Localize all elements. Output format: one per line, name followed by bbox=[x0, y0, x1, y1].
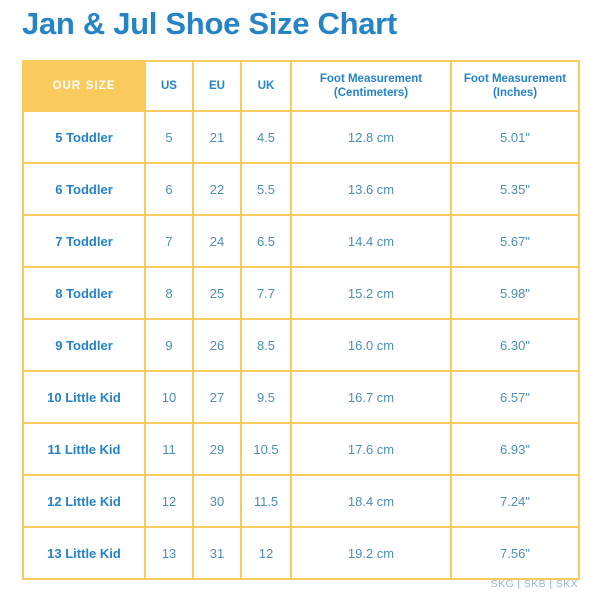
cell-foot-cm: 19.2 cm bbox=[290, 526, 452, 580]
cell-us: 7 bbox=[144, 214, 194, 268]
shoe-size-chart-table: OUR SIZE US EU UK Foot Measurement (Cent… bbox=[22, 60, 580, 580]
cell-foot-inches: 5.98" bbox=[450, 266, 580, 320]
cell-eu: 26 bbox=[192, 318, 242, 372]
cell-our-size: 9 Toddler bbox=[22, 318, 146, 372]
cell-foot-cm: 16.7 cm bbox=[290, 370, 452, 424]
cell-eu: 27 bbox=[192, 370, 242, 424]
column-header-us: US bbox=[144, 60, 194, 112]
column-header-our-size: OUR SIZE bbox=[22, 60, 146, 112]
column-header-eu: EU bbox=[192, 60, 242, 112]
cell-our-size: 6 Toddler bbox=[22, 162, 146, 216]
cell-our-size: 8 Toddler bbox=[22, 266, 146, 320]
cell-uk: 7.7 bbox=[240, 266, 292, 320]
cell-eu: 25 bbox=[192, 266, 242, 320]
cell-uk: 5.5 bbox=[240, 162, 292, 216]
cell-our-size: 12 Little Kid bbox=[22, 474, 146, 528]
cell-eu: 29 bbox=[192, 422, 242, 476]
column-header-uk: UK bbox=[240, 60, 292, 112]
footer-note: SKG | SKB | SKX bbox=[490, 578, 578, 590]
cell-foot-inches: 6.57" bbox=[450, 370, 580, 424]
cell-eu: 30 bbox=[192, 474, 242, 528]
cell-eu: 21 bbox=[192, 110, 242, 164]
cell-us: 6 bbox=[144, 162, 194, 216]
table-row: 9 Toddler 9 26 8.5 16.0 cm 6.30" bbox=[22, 318, 580, 372]
table-row: 12 Little Kid 12 30 11.5 18.4 cm 7.24" bbox=[22, 474, 580, 528]
cell-foot-cm: 14.4 cm bbox=[290, 214, 452, 268]
cell-eu: 22 bbox=[192, 162, 242, 216]
cell-our-size: 10 Little Kid bbox=[22, 370, 146, 424]
cell-foot-inches: 5.35" bbox=[450, 162, 580, 216]
table-row: 10 Little Kid 10 27 9.5 16.7 cm 6.57" bbox=[22, 370, 580, 424]
cell-foot-cm: 16.0 cm bbox=[290, 318, 452, 372]
column-header-in-line1: Foot Measurement bbox=[463, 72, 567, 85]
column-header-foot-measurement-cm: Foot Measurement (Centimeters) bbox=[290, 60, 452, 112]
cell-foot-inches: 5.01" bbox=[450, 110, 580, 164]
cell-us: 10 bbox=[144, 370, 194, 424]
cell-uk: 11.5 bbox=[240, 474, 292, 528]
table-row: 5 Toddler 5 21 4.5 12.8 cm 5.01" bbox=[22, 110, 580, 164]
cell-uk: 8.5 bbox=[240, 318, 292, 372]
cell-us: 11 bbox=[144, 422, 194, 476]
cell-us: 5 bbox=[144, 110, 194, 164]
cell-foot-inches: 5.67" bbox=[450, 214, 580, 268]
cell-foot-inches: 7.56" bbox=[450, 526, 580, 580]
table-body: 5 Toddler 5 21 4.5 12.8 cm 5.01" 6 Toddler 6 22 5… bbox=[22, 110, 580, 580]
table-row: 6 Toddler 6 22 5.5 13.6 cm 5.35" bbox=[22, 162, 580, 216]
table-header: OUR SIZE US EU UK Foot Measurement (Cent… bbox=[22, 60, 580, 112]
table-row: 11 Little Kid 11 29 10.5 17.6 cm 6.93" bbox=[22, 422, 580, 476]
column-header-in-line2: (Inches) bbox=[492, 87, 538, 99]
table-row: 8 Toddler 8 25 7.7 15.2 cm 5.98" bbox=[22, 266, 580, 320]
cell-eu: 31 bbox=[192, 526, 242, 580]
cell-uk: 10.5 bbox=[240, 422, 292, 476]
cell-foot-cm: 13.6 cm bbox=[290, 162, 452, 216]
cell-uk: 6.5 bbox=[240, 214, 292, 268]
cell-our-size: 7 Toddler bbox=[22, 214, 146, 268]
column-header-cm-line1: Foot Measurement bbox=[319, 72, 423, 85]
cell-us: 13 bbox=[144, 526, 194, 580]
cell-us: 8 bbox=[144, 266, 194, 320]
cell-foot-cm: 15.2 cm bbox=[290, 266, 452, 320]
cell-foot-cm: 18.4 cm bbox=[290, 474, 452, 528]
cell-eu: 24 bbox=[192, 214, 242, 268]
cell-foot-inches: 6.30" bbox=[450, 318, 580, 372]
cell-foot-cm: 12.8 cm bbox=[290, 110, 452, 164]
table-row: 7 Toddler 7 24 6.5 14.4 cm 5.67" bbox=[22, 214, 580, 268]
table-header-row: OUR SIZE US EU UK Foot Measurement (Cent… bbox=[22, 60, 580, 112]
cell-our-size: 5 Toddler bbox=[22, 110, 146, 164]
cell-foot-cm: 17.6 cm bbox=[290, 422, 452, 476]
cell-our-size: 13 Little Kid bbox=[22, 526, 146, 580]
column-header-foot-measurement-inches: Foot Measurement (Inches) bbox=[450, 60, 580, 112]
cell-uk: 4.5 bbox=[240, 110, 292, 164]
table-row: 13 Little Kid 13 31 12 19.2 cm 7.56" bbox=[22, 526, 580, 580]
column-header-cm-line2: (Centimeters) bbox=[333, 87, 409, 99]
cell-us: 9 bbox=[144, 318, 194, 372]
cell-us: 12 bbox=[144, 474, 194, 528]
cell-foot-inches: 7.24" bbox=[450, 474, 580, 528]
cell-uk: 9.5 bbox=[240, 370, 292, 424]
cell-foot-inches: 6.93" bbox=[450, 422, 580, 476]
cell-uk: 12 bbox=[240, 526, 292, 580]
page-title: Jan & Jul Shoe Size Chart bbox=[22, 6, 397, 41]
cell-our-size: 11 Little Kid bbox=[22, 422, 146, 476]
